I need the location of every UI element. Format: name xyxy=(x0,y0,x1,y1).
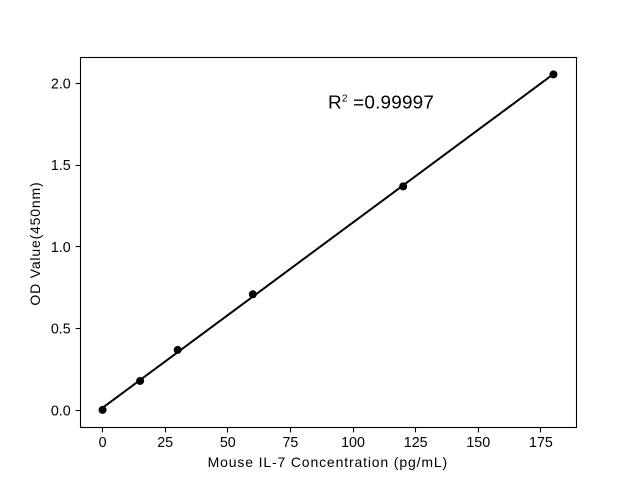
svg-text:150: 150 xyxy=(466,435,490,451)
svg-text:0.0: 0.0 xyxy=(51,403,71,419)
svg-text:25: 25 xyxy=(157,435,173,451)
svg-text:0: 0 xyxy=(99,435,107,451)
svg-text:50: 50 xyxy=(220,435,236,451)
svg-text:1.5: 1.5 xyxy=(51,158,71,174)
svg-text:0.5: 0.5 xyxy=(51,322,71,338)
svg-text:2.0: 2.0 xyxy=(51,76,71,92)
svg-text:OD Value(450nm): OD Value(450nm) xyxy=(27,182,43,306)
svg-text:75: 75 xyxy=(282,435,298,451)
svg-text:Mouse IL-7 Concentration (pg/m: Mouse IL-7 Concentration (pg/mL) xyxy=(208,454,448,470)
svg-text:175: 175 xyxy=(529,435,553,451)
svg-text:100: 100 xyxy=(341,435,365,451)
svg-text:1.0: 1.0 xyxy=(51,240,71,256)
svg-text:R2 =0.99997: R2 =0.99997 xyxy=(328,92,434,113)
svg-text:125: 125 xyxy=(404,435,428,451)
